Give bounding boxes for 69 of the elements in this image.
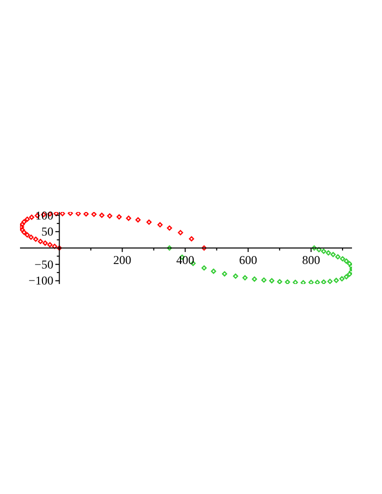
point xyxy=(83,212,89,217)
point xyxy=(107,213,112,219)
point xyxy=(146,220,152,225)
point xyxy=(284,279,290,284)
point xyxy=(312,245,317,251)
x-tick-label: 800 xyxy=(302,253,320,267)
point xyxy=(330,252,336,258)
point xyxy=(135,217,141,222)
point xyxy=(91,212,97,217)
point xyxy=(52,244,58,249)
point xyxy=(308,280,314,284)
point xyxy=(277,279,282,284)
point xyxy=(232,274,238,279)
point xyxy=(292,280,298,284)
point xyxy=(38,238,44,244)
point xyxy=(56,245,62,251)
point xyxy=(99,212,104,218)
point xyxy=(126,216,132,221)
point xyxy=(321,248,326,254)
point xyxy=(20,222,25,228)
point xyxy=(346,272,352,277)
point xyxy=(222,271,228,276)
x-tick-label: 200 xyxy=(113,253,132,267)
point xyxy=(300,280,306,284)
point xyxy=(157,222,163,228)
point xyxy=(20,227,25,232)
point xyxy=(210,268,216,274)
point xyxy=(261,277,266,283)
point xyxy=(321,279,326,284)
point xyxy=(21,230,27,235)
point xyxy=(24,232,30,238)
y-tick-label: 50 xyxy=(41,224,54,239)
point xyxy=(20,224,24,230)
point xyxy=(166,225,172,231)
point xyxy=(60,212,66,216)
point xyxy=(201,245,207,251)
x-tick-label: 400 xyxy=(176,253,194,267)
point xyxy=(47,242,52,248)
point xyxy=(346,261,352,266)
x-tick-label: 600 xyxy=(239,253,258,267)
point xyxy=(201,265,207,271)
point xyxy=(344,274,349,280)
point xyxy=(327,278,333,284)
y-tick-label: −50 xyxy=(34,257,54,272)
point xyxy=(340,256,346,262)
point xyxy=(54,212,59,216)
point xyxy=(42,240,48,246)
point xyxy=(269,278,274,284)
point xyxy=(28,234,34,240)
point xyxy=(21,219,27,224)
point xyxy=(334,278,339,283)
y-tick-label: −100 xyxy=(28,274,54,288)
point xyxy=(68,212,73,216)
point xyxy=(24,216,30,222)
point xyxy=(188,236,194,242)
point xyxy=(29,214,34,220)
point xyxy=(314,280,320,284)
point xyxy=(344,258,349,264)
point xyxy=(116,214,122,220)
point xyxy=(166,245,172,251)
point xyxy=(178,230,184,236)
point xyxy=(335,254,340,260)
point xyxy=(326,250,331,256)
point xyxy=(252,276,258,282)
point xyxy=(316,247,322,252)
point xyxy=(339,276,345,282)
point xyxy=(242,275,248,280)
point xyxy=(33,236,38,242)
point xyxy=(76,212,81,216)
